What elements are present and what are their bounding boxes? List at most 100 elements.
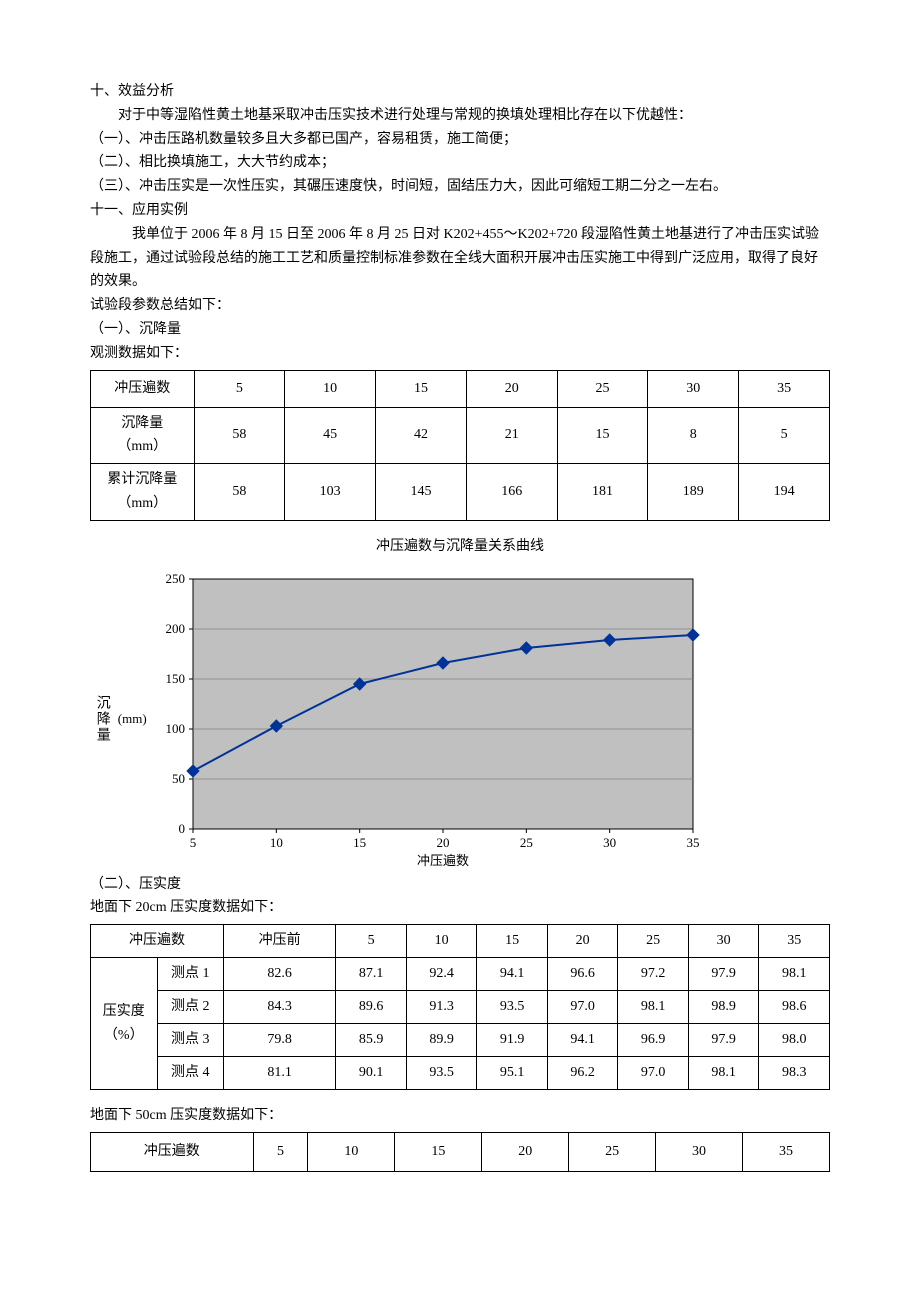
svg-text:10: 10	[270, 835, 283, 850]
t2-r3-c5: 98.1	[688, 1057, 759, 1090]
t2-hdr-c4: 25	[618, 925, 689, 958]
t2-r3-c3: 96.2	[547, 1057, 618, 1090]
t2-r0-pre: 82.6	[224, 958, 336, 991]
sub1: （一）、沉降量	[90, 318, 830, 342]
t1-r2-c5: 189	[648, 464, 739, 521]
t1-h6: 30	[648, 370, 739, 407]
s11-sum: 试验段参数总结如下：	[90, 294, 830, 318]
sub3-note: 地面下 50cm 压实度数据如下：	[90, 1104, 830, 1128]
svg-text:30: 30	[603, 835, 616, 850]
t2-hdr-c5: 30	[688, 925, 759, 958]
t1-r2-c1: 103	[285, 464, 376, 521]
t2-r1-c5: 98.9	[688, 991, 759, 1024]
t2-hdr-label: 冲压遍数	[91, 925, 224, 958]
t2-r2-c3: 94.1	[547, 1024, 618, 1057]
svg-text:15: 15	[353, 835, 366, 850]
t2-r3-pre: 81.1	[224, 1057, 336, 1090]
s11-line1: 我单位于 2006 年 8 月 15 日至 2006 年 8 月 25 日对 K…	[90, 223, 830, 294]
t2-r3-c2: 95.1	[477, 1057, 548, 1090]
svg-text:200: 200	[165, 621, 185, 636]
t2-r0-c6: 98.1	[759, 958, 830, 991]
chart-title: 冲压遍数与沉降量关系曲线	[90, 535, 830, 559]
svg-text:0: 0	[178, 821, 185, 836]
svg-text:35: 35	[686, 835, 699, 850]
t1-r2-label: 累计沉降量（mm）	[91, 464, 195, 521]
s10-p1: （一）、冲击压路机数量较多且大多都已国产，容易租赁，施工简便；	[90, 128, 830, 152]
t3-c0: 5	[253, 1132, 308, 1171]
t2-hdr-c0: 5	[336, 925, 407, 958]
t2-r1-c0: 89.6	[336, 991, 407, 1024]
t1-r1-c2: 42	[376, 407, 467, 464]
s10-p2: （二）、相比换填施工，大大节约成本；	[90, 151, 830, 175]
table-compaction-20cm: 冲压遍数冲压前5101520253035 压实度（%）测点 182.687.19…	[90, 924, 830, 1090]
chart-ylabel-unit: (mm)	[118, 708, 147, 730]
t1-r1-label: 沉降量（mm）	[91, 407, 195, 464]
t3-c4: 25	[569, 1132, 656, 1171]
section-11-title: 十一、应用实例	[90, 199, 830, 223]
s10-line1: 对于中等湿陷性黄土地基采取冲击压实技术进行处理与常规的换填处理相比存在以下优越性…	[90, 104, 830, 128]
t2-r2-pre: 79.8	[224, 1024, 336, 1057]
t2-r2-c4: 96.9	[618, 1024, 689, 1057]
t1-r1-c4: 15	[557, 407, 648, 464]
t2-r0-label: 测点 1	[157, 958, 224, 991]
t1-h7: 35	[739, 370, 830, 407]
t2-r1-label: 测点 2	[157, 991, 224, 1024]
table-compaction-50cm: 冲压遍数5101520253035	[90, 1132, 830, 1172]
t2-r0-c4: 97.2	[618, 958, 689, 991]
t1-r2-c2: 145	[376, 464, 467, 521]
t2-r0-c2: 94.1	[477, 958, 548, 991]
t1-r1-c0: 58	[194, 407, 285, 464]
t1-h4: 20	[466, 370, 557, 407]
t1-r1-c5: 8	[648, 407, 739, 464]
t3-c5: 30	[656, 1132, 743, 1171]
t2-r1-c6: 98.6	[759, 991, 830, 1024]
t1-h3: 15	[376, 370, 467, 407]
t2-hdr-pre: 冲压前	[224, 925, 336, 958]
t2-group-label: 压实度（%）	[91, 958, 158, 1090]
t2-r1-c1: 91.3	[406, 991, 477, 1024]
t3-c6: 35	[743, 1132, 830, 1171]
t2-r0-c0: 87.1	[336, 958, 407, 991]
svg-text:25: 25	[520, 835, 533, 850]
sub2: （二）、压实度	[90, 873, 830, 897]
svg-text:100: 100	[165, 721, 185, 736]
svg-text:150: 150	[165, 671, 185, 686]
t2-hdr-c6: 35	[759, 925, 830, 958]
t3-hdr-label: 冲压遍数	[91, 1132, 254, 1171]
t2-r2-c6: 98.0	[759, 1024, 830, 1057]
t1-h2: 10	[285, 370, 376, 407]
t3-c1: 10	[308, 1132, 395, 1171]
t2-r2-c1: 89.9	[406, 1024, 477, 1057]
t2-hdr-c3: 20	[547, 925, 618, 958]
sub2-note: 地面下 20cm 压实度数据如下：	[90, 896, 830, 920]
chart-ylabel: 沉降量	[90, 695, 114, 743]
sub1-note: 观测数据如下：	[90, 342, 830, 366]
t3-c2: 15	[395, 1132, 482, 1171]
t1-r1-c6: 5	[739, 407, 830, 464]
t2-r3-c4: 97.0	[618, 1057, 689, 1090]
t1-h1: 5	[194, 370, 285, 407]
svg-text:250: 250	[165, 571, 185, 586]
t2-r3-c0: 90.1	[336, 1057, 407, 1090]
t2-r1-pre: 84.3	[224, 991, 336, 1024]
t1-r1-c1: 45	[285, 407, 376, 464]
t2-r3-c1: 93.5	[406, 1057, 477, 1090]
t2-r2-c0: 85.9	[336, 1024, 407, 1057]
t1-r2-c3: 166	[466, 464, 557, 521]
t2-hdr-c1: 10	[406, 925, 477, 958]
t2-r3-label: 测点 4	[157, 1057, 224, 1090]
t1-r2-c4: 181	[557, 464, 648, 521]
chart-container: 冲压遍数与沉降量关系曲线 沉降量 (mm) 050100150200250510…	[90, 535, 830, 869]
t2-r2-label: 测点 3	[157, 1024, 224, 1057]
t2-r1-c4: 98.1	[618, 991, 689, 1024]
t1-h0: 冲压遍数	[91, 370, 195, 407]
t2-r2-c2: 91.9	[477, 1024, 548, 1057]
chart-svg: 0501001502002505101520253035冲压遍数	[153, 569, 713, 869]
s10-p3: （三）、冲击压实是一次性压实，其碾压速度快，时间短，固结压力大，因此可缩短工期二…	[90, 175, 830, 199]
t1-r1-c3: 21	[466, 407, 557, 464]
t2-r0-c1: 92.4	[406, 958, 477, 991]
t3-c3: 20	[482, 1132, 569, 1171]
table-settlement: 冲压遍数5101520253035 沉降量（mm）584542211585 累计…	[90, 370, 830, 521]
t2-r3-c6: 98.3	[759, 1057, 830, 1090]
svg-text:5: 5	[189, 835, 196, 850]
